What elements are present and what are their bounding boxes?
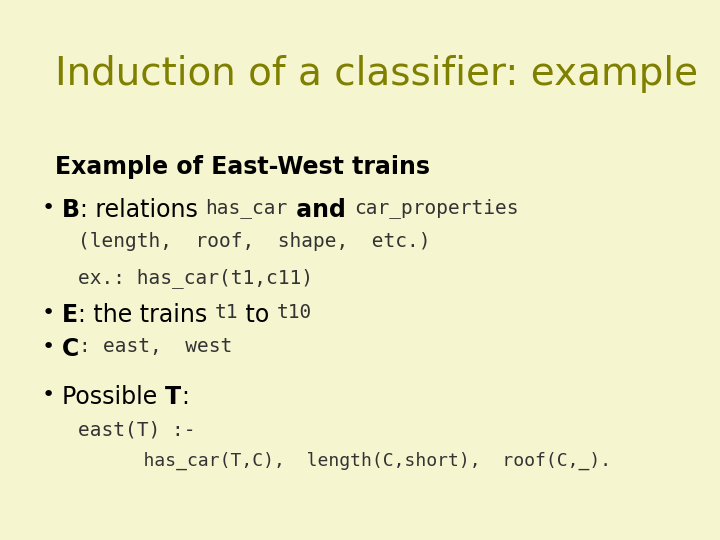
Text: and: and [287, 198, 354, 222]
Text: east,  west: east, west [103, 337, 232, 356]
Text: has_car(T,C),  length(C,short),  roof(C,_).: has_car(T,C), length(C,short), roof(C,_)… [100, 452, 611, 470]
Text: : the trains: : the trains [78, 303, 215, 327]
Text: t10: t10 [277, 303, 312, 322]
Text: t1: t1 [215, 303, 238, 322]
Text: •: • [42, 337, 55, 357]
Text: Possible: Possible [62, 385, 165, 409]
Text: ex.: has_car(t1,c11): ex.: has_car(t1,c11) [78, 268, 313, 288]
Text: •: • [42, 303, 55, 323]
Text: :: : [181, 385, 189, 409]
Text: has_car: has_car [205, 198, 287, 218]
Text: east(T) :-: east(T) :- [78, 420, 196, 439]
Text: C: C [62, 337, 79, 361]
Text: (length,  roof,  shape,  etc.): (length, roof, shape, etc.) [78, 232, 431, 251]
Text: T: T [165, 385, 181, 409]
Text: :: : [79, 337, 103, 356]
Text: to: to [238, 303, 277, 327]
Text: car_properties: car_properties [354, 198, 518, 218]
Text: •: • [42, 385, 55, 405]
Text: B: B [62, 198, 80, 222]
Text: : relations: : relations [80, 198, 205, 222]
Text: Example of East-West trains: Example of East-West trains [55, 155, 430, 179]
Text: •: • [42, 198, 55, 218]
Text: E: E [62, 303, 78, 327]
Text: Induction of a classifier: example: Induction of a classifier: example [55, 55, 698, 93]
